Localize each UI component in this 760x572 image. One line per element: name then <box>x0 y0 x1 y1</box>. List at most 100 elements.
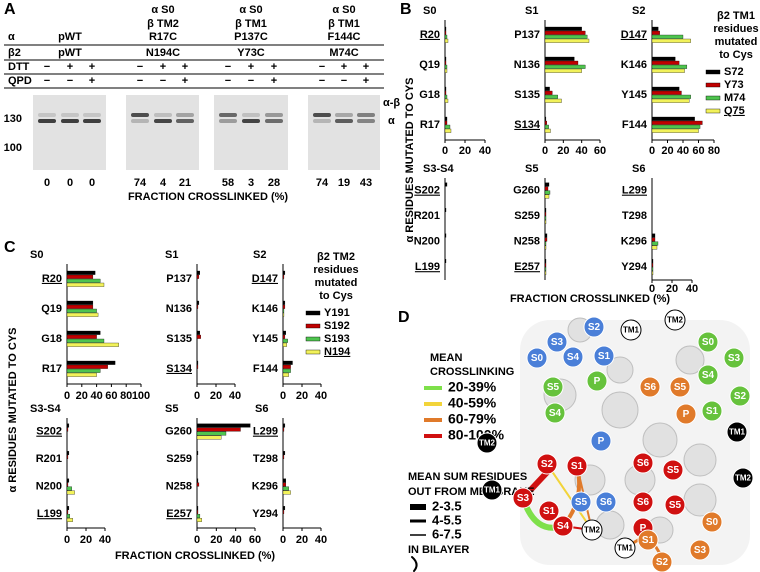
gel-image <box>126 95 199 170</box>
bar <box>282 338 288 343</box>
node-label: TM1 <box>623 326 640 335</box>
category-label: S202 <box>36 426 62 438</box>
legend-title: β2 TM2 <box>317 251 355 263</box>
bar <box>66 312 99 317</box>
fraction-value: 0 <box>44 177 50 189</box>
bar <box>282 312 285 317</box>
x-tick-label: 0 <box>280 390 286 402</box>
category-label: N200 <box>414 236 440 248</box>
legend-swatch <box>305 323 321 329</box>
bar <box>651 56 676 61</box>
qpd-sign: + <box>271 75 277 87</box>
crosslink-band <box>131 113 149 117</box>
x-tick-label: 0 <box>64 534 70 546</box>
fraction-value: 43 <box>360 177 372 189</box>
x-tick-label: 20 <box>210 534 222 546</box>
category-label: K296 <box>621 236 647 248</box>
x-tick-label: 0 <box>194 390 200 402</box>
node-label: TM2 <box>584 526 601 535</box>
bar <box>544 263 547 267</box>
bar <box>651 271 654 275</box>
gel-image <box>308 95 380 170</box>
beta-mutant: Y73C <box>237 47 265 59</box>
fraction-value: 28 <box>268 177 280 189</box>
fraction-value: 21 <box>179 177 191 189</box>
alpha-band <box>131 119 149 123</box>
helix-node <box>637 529 659 551</box>
bar <box>196 506 199 510</box>
x-tick-label: 20 <box>80 534 92 546</box>
category-label: R17 <box>420 119 440 131</box>
crosslink-band <box>154 113 172 117</box>
bar <box>282 427 285 432</box>
node-label: S4 <box>702 370 715 381</box>
category-label: K146 <box>621 59 647 71</box>
node-label: S4 <box>567 352 580 363</box>
legend-label: 6-7.5 <box>432 526 462 541</box>
x-tick-label: 40 <box>479 145 491 157</box>
legend-title: OUT FROM MEMBRANE <box>408 486 535 498</box>
category-label: T298 <box>253 453 278 465</box>
crosslink-band <box>61 113 79 117</box>
bar <box>444 64 448 69</box>
crosslink-band <box>335 113 353 117</box>
bar <box>196 304 199 309</box>
x-tick-label: 20 <box>210 390 222 402</box>
helix-node <box>581 519 603 541</box>
category-label: E257 <box>166 508 192 520</box>
legend-label: S192 <box>324 320 350 332</box>
helix-node <box>614 537 636 559</box>
bar <box>282 308 285 313</box>
helix-node <box>546 331 568 353</box>
bar <box>66 455 69 459</box>
bar <box>651 245 658 250</box>
bar <box>544 30 586 35</box>
category-label: P137 <box>166 273 192 285</box>
qpd-sign: − <box>44 75 50 87</box>
legend-label: Y73 <box>724 79 744 91</box>
helix-node <box>662 459 684 481</box>
alpha-band <box>265 119 283 123</box>
legend-title: mutated <box>315 277 358 289</box>
category-label: Y145 <box>621 89 647 101</box>
category-label: N258 <box>166 481 192 493</box>
bar <box>544 233 548 238</box>
bar <box>444 30 447 35</box>
alpha-band <box>61 119 79 123</box>
bar <box>651 263 654 267</box>
alpha-band <box>219 119 237 123</box>
x-tick-label: 60 <box>692 145 704 157</box>
category-label: L299 <box>622 185 647 197</box>
node-label: S0 <box>706 517 719 528</box>
bar <box>651 38 691 43</box>
x-axis-label: FRACTION CROSSLINKED (%) <box>115 550 275 562</box>
bar <box>651 259 654 263</box>
bar <box>544 60 579 65</box>
bar <box>651 64 688 69</box>
bar <box>544 128 551 133</box>
legend-title: to Cys <box>719 49 753 61</box>
bar <box>544 194 550 199</box>
category-label: S134 <box>166 363 193 375</box>
x-tick-label: 0 <box>280 534 286 546</box>
category-label: R20 <box>420 29 440 41</box>
bar <box>282 455 285 459</box>
bar <box>282 510 285 514</box>
bar <box>282 482 286 487</box>
gel-image <box>33 95 106 170</box>
x-tick-label: 20 <box>557 145 569 157</box>
legend-label: M74 <box>724 92 746 104</box>
helix-node <box>729 385 751 407</box>
bar <box>544 94 558 99</box>
bar <box>196 514 201 518</box>
fraction-value: 58 <box>222 177 234 189</box>
node-label: S1 <box>543 506 556 517</box>
bar <box>651 267 654 271</box>
alpha-band <box>357 119 375 123</box>
category-label: S259 <box>166 453 192 465</box>
bar <box>544 182 550 187</box>
bar <box>651 86 680 91</box>
band-label: α <box>388 115 395 127</box>
category-label: T298 <box>622 210 647 222</box>
beta-mutant: N194C <box>146 47 180 59</box>
